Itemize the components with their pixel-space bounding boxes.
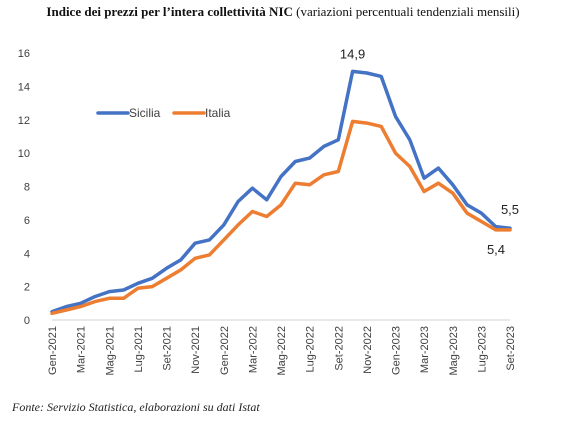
x-tick-label: Gen-2021	[47, 326, 59, 375]
y-tick-label: 6	[24, 215, 30, 227]
legend-label-italia: Italia	[205, 106, 231, 120]
x-tick-label: Mag-2022	[276, 326, 288, 376]
x-tick-label: Gen-2022	[219, 326, 231, 375]
y-tick-label: 14	[18, 81, 30, 93]
sicilia-end-label: 5,5	[501, 202, 519, 217]
y-tick-label: 16	[18, 48, 30, 60]
x-tick-label: Lug-2022	[305, 326, 317, 373]
x-tick-label: Set-2021	[162, 326, 174, 371]
series-lines	[50, 69, 512, 316]
x-tick-label: Set-2022	[333, 326, 345, 371]
x-tick-label: Mar-2023	[419, 326, 431, 373]
x-tick-label: Mag-2021	[104, 326, 116, 376]
chart-title: Indice dei prezzi per l’intera collettiv…	[0, 4, 566, 20]
source-note: Fonte: Servizio Statistica, elaborazioni…	[12, 400, 260, 414]
italia-end-label: 5,4	[487, 242, 505, 257]
chart-title-main: Indice dei prezzi per l’intera collettiv…	[46, 4, 293, 19]
x-tick-label: Gen-2023	[391, 326, 403, 375]
y-tick-label: 8	[24, 182, 30, 194]
y-tick-label: 2	[24, 282, 30, 294]
x-tick-label: Nov-2021	[190, 326, 202, 374]
y-tick-label: 4	[24, 248, 30, 260]
chart-title-subtitle: (variazioni percentuali tendenziali mens…	[292, 4, 520, 19]
legend: Sicilia Italia	[96, 106, 231, 120]
y-tick-label: 10	[18, 148, 30, 160]
y-axis-ticks: 0 2 4 6 8 10 12 14 16	[18, 48, 30, 327]
x-tick-label: Mar-2021	[76, 326, 88, 373]
x-tick-label: Mag-2023	[448, 326, 460, 376]
x-tick-label: Lug-2021	[133, 326, 145, 373]
peak-value-label: 14,9	[340, 46, 365, 61]
series-line-sicilia	[50, 69, 512, 314]
series-line-italia	[50, 119, 512, 316]
data-labels: 14,9 5,5 5,4	[340, 46, 519, 257]
legend-label-sicilia: Sicilia	[129, 106, 161, 120]
x-axis-ticks: Gen-2021 Mar-2021 Mag-2021 Lug-2021 Set-2021…	[47, 326, 517, 376]
y-tick-label: 0	[24, 315, 30, 327]
x-tick-label: Lug-2023	[476, 326, 488, 373]
x-tick-label: Mar-2022	[247, 326, 259, 373]
x-tick-label: Nov-2022	[362, 326, 374, 374]
x-tick-label: Set-2023	[505, 326, 517, 371]
y-tick-label: 12	[18, 115, 30, 127]
